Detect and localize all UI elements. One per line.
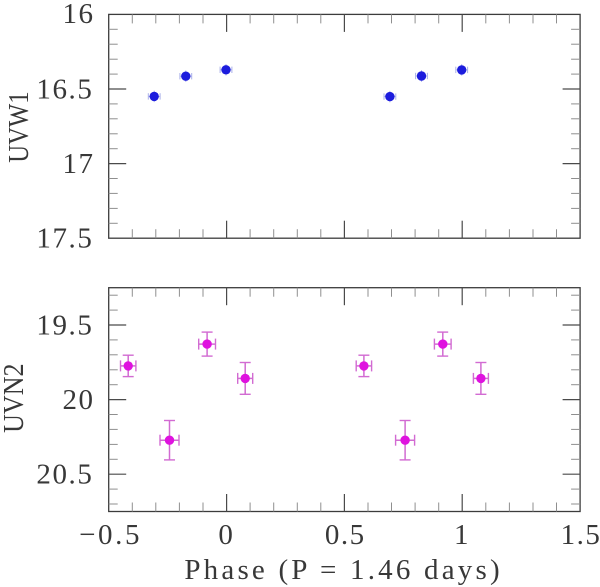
- svg-text:UVW1: UVW1: [2, 91, 34, 162]
- svg-text:16.5: 16.5: [36, 73, 93, 105]
- svg-text:16: 16: [63, 0, 95, 30]
- svg-text:17: 17: [63, 148, 95, 180]
- svg-text:0.5: 0.5: [325, 519, 366, 551]
- svg-text:Phase (P = 1.46 days): Phase (P = 1.46 days): [184, 554, 503, 586]
- svg-text:17.5: 17.5: [36, 223, 93, 255]
- svg-text:1: 1: [454, 519, 469, 551]
- svg-text:20: 20: [63, 384, 95, 416]
- svg-text:19.5: 19.5: [36, 309, 93, 341]
- svg-text:0: 0: [218, 519, 233, 551]
- svg-text:UVN2: UVN2: [0, 364, 29, 433]
- svg-text:1.5: 1.5: [561, 519, 600, 551]
- svg-text:−0.5: −0.5: [79, 519, 142, 551]
- svg-text:20.5: 20.5: [36, 459, 93, 491]
